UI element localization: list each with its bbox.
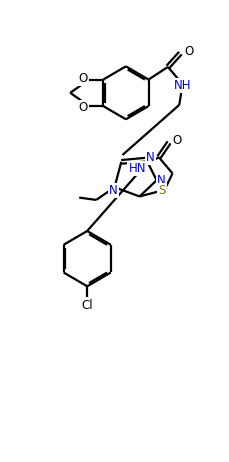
Text: Cl: Cl — [81, 298, 93, 312]
Text: O: O — [185, 45, 194, 58]
Text: O: O — [172, 134, 182, 146]
Text: S: S — [158, 184, 165, 197]
Text: N: N — [146, 151, 155, 164]
Text: N: N — [157, 174, 166, 187]
Text: O: O — [78, 72, 87, 85]
Text: O: O — [78, 101, 87, 114]
Text: HN: HN — [128, 162, 146, 175]
Text: N: N — [109, 184, 118, 197]
Text: NH: NH — [174, 79, 191, 92]
